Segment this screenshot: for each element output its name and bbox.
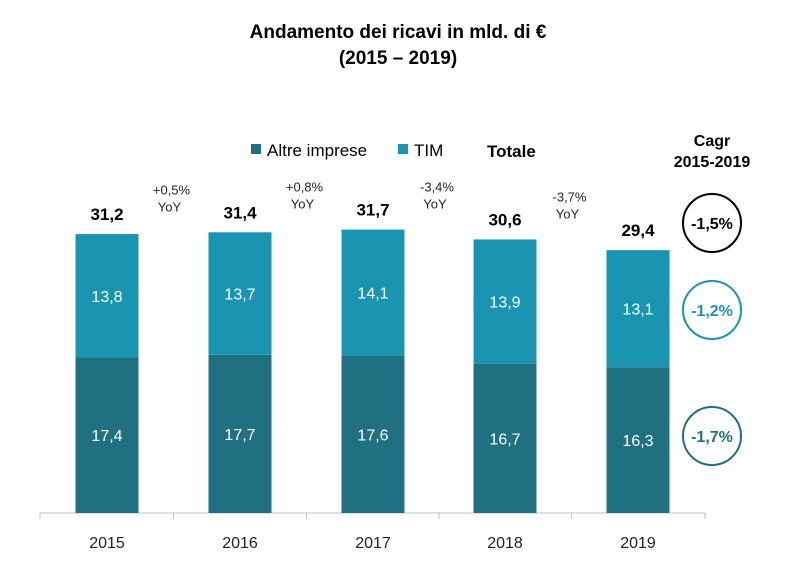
- total-label-2018: 30,6: [488, 210, 521, 229]
- cagr-header-line2: 2015-2019: [674, 154, 751, 171]
- x-tick-label-2015: 2015: [89, 535, 125, 552]
- total-label-2015: 31,2: [90, 205, 123, 224]
- cagr-tim-value: -1,2%: [691, 303, 733, 320]
- legend-label-totale: Totale: [487, 142, 536, 161]
- x-tick-label-2016: 2016: [222, 535, 258, 552]
- label-altre-imprese-2015: 17,4: [91, 428, 122, 445]
- yoy-pct-1: +0,8%: [286, 180, 324, 195]
- yoy-suffix-0: YoY: [158, 199, 182, 214]
- bar-altre-imprese-2016: [208, 354, 272, 513]
- total-label-2017: 31,7: [356, 201, 389, 220]
- cagr-header-line1: Cagr: [694, 133, 730, 150]
- label-tim-2016: 13,7: [224, 287, 255, 304]
- yoy-pct-0: +0,5%: [153, 182, 191, 197]
- yoy-pct-2: -3,4%: [420, 180, 454, 195]
- x-tick-label-2017: 2017: [355, 535, 391, 552]
- plot-area: 17,4 13,8 31,2 2015 17,7 13,7 31,4 2016 17,6 14,1…: [39, 180, 706, 552]
- x-tick-label-2018: 2018: [487, 535, 523, 552]
- cagr-total-value: -1,5%: [691, 216, 733, 233]
- legend-swatch-altre-imprese: [251, 144, 261, 154]
- label-tim-2015: 13,8: [91, 289, 122, 306]
- total-label-2019: 29,4: [621, 221, 655, 240]
- label-altre-imprese-2018: 16,7: [489, 431, 520, 448]
- total-label-2016: 31,4: [223, 203, 257, 222]
- legend-label-tim: TIM: [414, 141, 443, 160]
- yoy-pct-3: -3,7%: [553, 189, 587, 204]
- legend-swatch-tim: [398, 144, 408, 154]
- label-altre-imprese-2016: 17,7: [224, 427, 255, 444]
- bar-altre-imprese-2019: [606, 367, 670, 513]
- cagr-altre-circle: [682, 406, 742, 466]
- chart-subtitle: (2015 – 2019): [339, 48, 457, 69]
- legend-label-altre-imprese: Altre imprese: [267, 141, 367, 160]
- label-tim-2017: 14,1: [357, 286, 388, 303]
- bar-altre-imprese-2015: [75, 357, 139, 513]
- label-tim-2019: 13,1: [622, 302, 653, 319]
- cagr-panel: Cagr 2015-2019 -1,5% -1,2% -1,7%: [674, 133, 751, 466]
- bar-altre-imprese-2017: [341, 355, 405, 513]
- cagr-total-circle: [682, 193, 742, 253]
- yoy-suffix-3: YoY: [556, 206, 580, 221]
- chart-title: Andamento dei ricavi in mld. di €: [250, 22, 547, 43]
- label-altre-imprese-2017: 17,6: [357, 427, 388, 444]
- bar-tim-2016: [208, 232, 272, 355]
- bar-altre-imprese-2018: [473, 363, 537, 513]
- bar-tim-2018: [473, 239, 537, 364]
- legend: Altre imprese TIM Totale: [251, 141, 536, 161]
- label-altre-imprese-2019: 16,3: [622, 433, 653, 450]
- bar-tim-2019: [606, 250, 670, 368]
- bar-tim-2017: [341, 229, 405, 356]
- x-tick-label-2019: 2019: [620, 535, 656, 552]
- yoy-suffix-1: YoY: [291, 197, 315, 212]
- cagr-tim-circle: [682, 280, 742, 340]
- cagr-altre-value: -1,7%: [691, 429, 733, 446]
- yoy-suffix-2: YoY: [423, 197, 447, 212]
- bar-tim-2015: [75, 234, 139, 358]
- label-tim-2018: 13,9: [489, 295, 520, 312]
